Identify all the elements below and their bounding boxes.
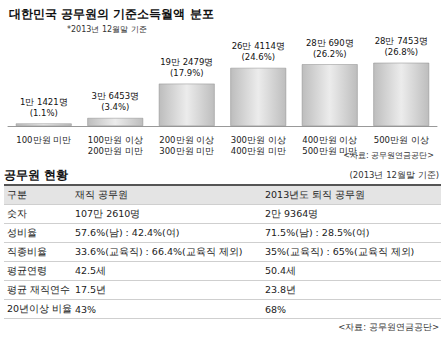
html-text:23.8년: 23.8년 [265,283,297,295]
svg-text:<자료: 공무원연금공단>: <자료: 공무원연금공단> [343,151,434,160]
svg-text:1만 1421명: 1만 1421명 [20,97,68,107]
html-text:구분: 구분 [7,188,27,200]
html-text:50.4세: 50.4세 [265,264,297,276]
html-text:직종비율: 직종비율 [7,245,47,257]
html-text:71.5%(남) : 28.5%(여): 71.5%(남) : 28.5%(여) [265,226,370,238]
svg-text:(1.1%): (1.1%) [30,108,58,118]
svg-text:대한민국 공무원의 기준소득월액 분포: 대한민국 공무원의 기준소득월액 분포 [9,7,214,21]
svg-text:200만원 미만: 200만원 미만 [88,146,143,156]
svg-text:300만원 미만: 300만원 미만 [159,146,214,156]
html-text:17.5년: 17.5년 [75,283,107,295]
svg-text:28만 690명: 28만 690명 [306,38,354,48]
svg-text:200만원 이상: 200만원 이상 [159,135,214,145]
svg-text:28만 7453명: 28만 7453명 [375,36,428,46]
svg-text:(17.9%): (17.9%) [170,68,204,78]
svg-text:26만 4114명: 26만 4114명 [232,41,285,51]
svg-text:100만원 미만: 100만원 미만 [16,135,71,145]
html-text:2013년도 퇴직 공무원: 2013년도 퇴직 공무원 [265,188,366,200]
html-text:공무원 현황: 공무원 현황 [4,168,69,182]
html-text:평균 재직연수: 평균 재직연수 [7,283,70,295]
html-text:평균연령: 평균연령 [7,264,47,276]
svg-text:500만원 미만: 500만원 미만 [302,145,358,156]
html-text:20년이상 비율 43%: 20년이상 비율 43% [7,302,97,315]
svg-text:(26.2%): (26.2%) [313,49,347,59]
svg-text:300만원 이상: 300만원 이상 [231,135,286,145]
html-text:35%(교육직) : 65%(교육직 제외): 35%(교육직) : 65%(교육직 제외) [265,245,415,257]
svg-text:3만 6453명: 3만 6453명 [91,91,139,101]
html-text:68%: 68% [265,303,287,315]
svg-text:100만원 이상: 100만원 이상 [88,135,143,145]
svg-text:500만원 이상: 500만원 이상 [374,135,429,145]
svg-text:(3.4%): (3.4%) [101,102,129,112]
html-text:42.5세: 42.5세 [75,264,107,276]
html-text:2만 9364명: 2만 9364명 [265,207,319,219]
html-text:재직 공무원: 재직 공무원 [75,188,128,200]
svg-text:*2013년 12월말 기준: *2013년 12월말 기준 [67,25,147,34]
html-text:57.6%(남) : 42.4%(여): 57.6%(남) : 42.4%(여) [75,226,180,238]
html-text:107만 2610명: 107만 2610명 [75,207,141,219]
html-text:(2013년 12월말 기준): (2013년 12월말 기준) [349,170,439,180]
html-text:33.6%(교육직) : 66.4%(교육직 제외): 33.6%(교육직) : 66.4%(교육직 제외) [75,245,243,257]
svg-text:400만원 이상: 400만원 이상 [302,135,357,145]
svg-text:(24.6%): (24.6%) [241,52,275,62]
html-text:성비율: 성비율 [7,226,37,238]
html-text:숫자: 숫자 [7,207,27,219]
html-text:<자료: 공무원연금공단>: <자료: 공무원연금공단> [338,322,439,332]
svg-text:400만원 미만: 400만원 미만 [231,146,286,156]
svg-text:19만 2479명: 19만 2479명 [160,57,213,67]
svg-text:(26.8%): (26.8%) [384,47,418,57]
